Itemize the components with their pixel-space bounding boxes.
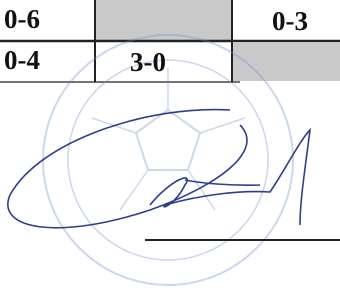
shaded-cell <box>233 43 340 81</box>
score: 0-4 <box>4 47 40 74</box>
shaded-cell <box>96 0 232 40</box>
score: 0-3 <box>272 8 308 35</box>
score: 3-0 <box>130 49 166 76</box>
document-fragment: 0-6 0-3 0-4 3-0 <box>0 0 340 298</box>
layout <box>0 0 340 298</box>
score: 0-6 <box>4 6 40 33</box>
